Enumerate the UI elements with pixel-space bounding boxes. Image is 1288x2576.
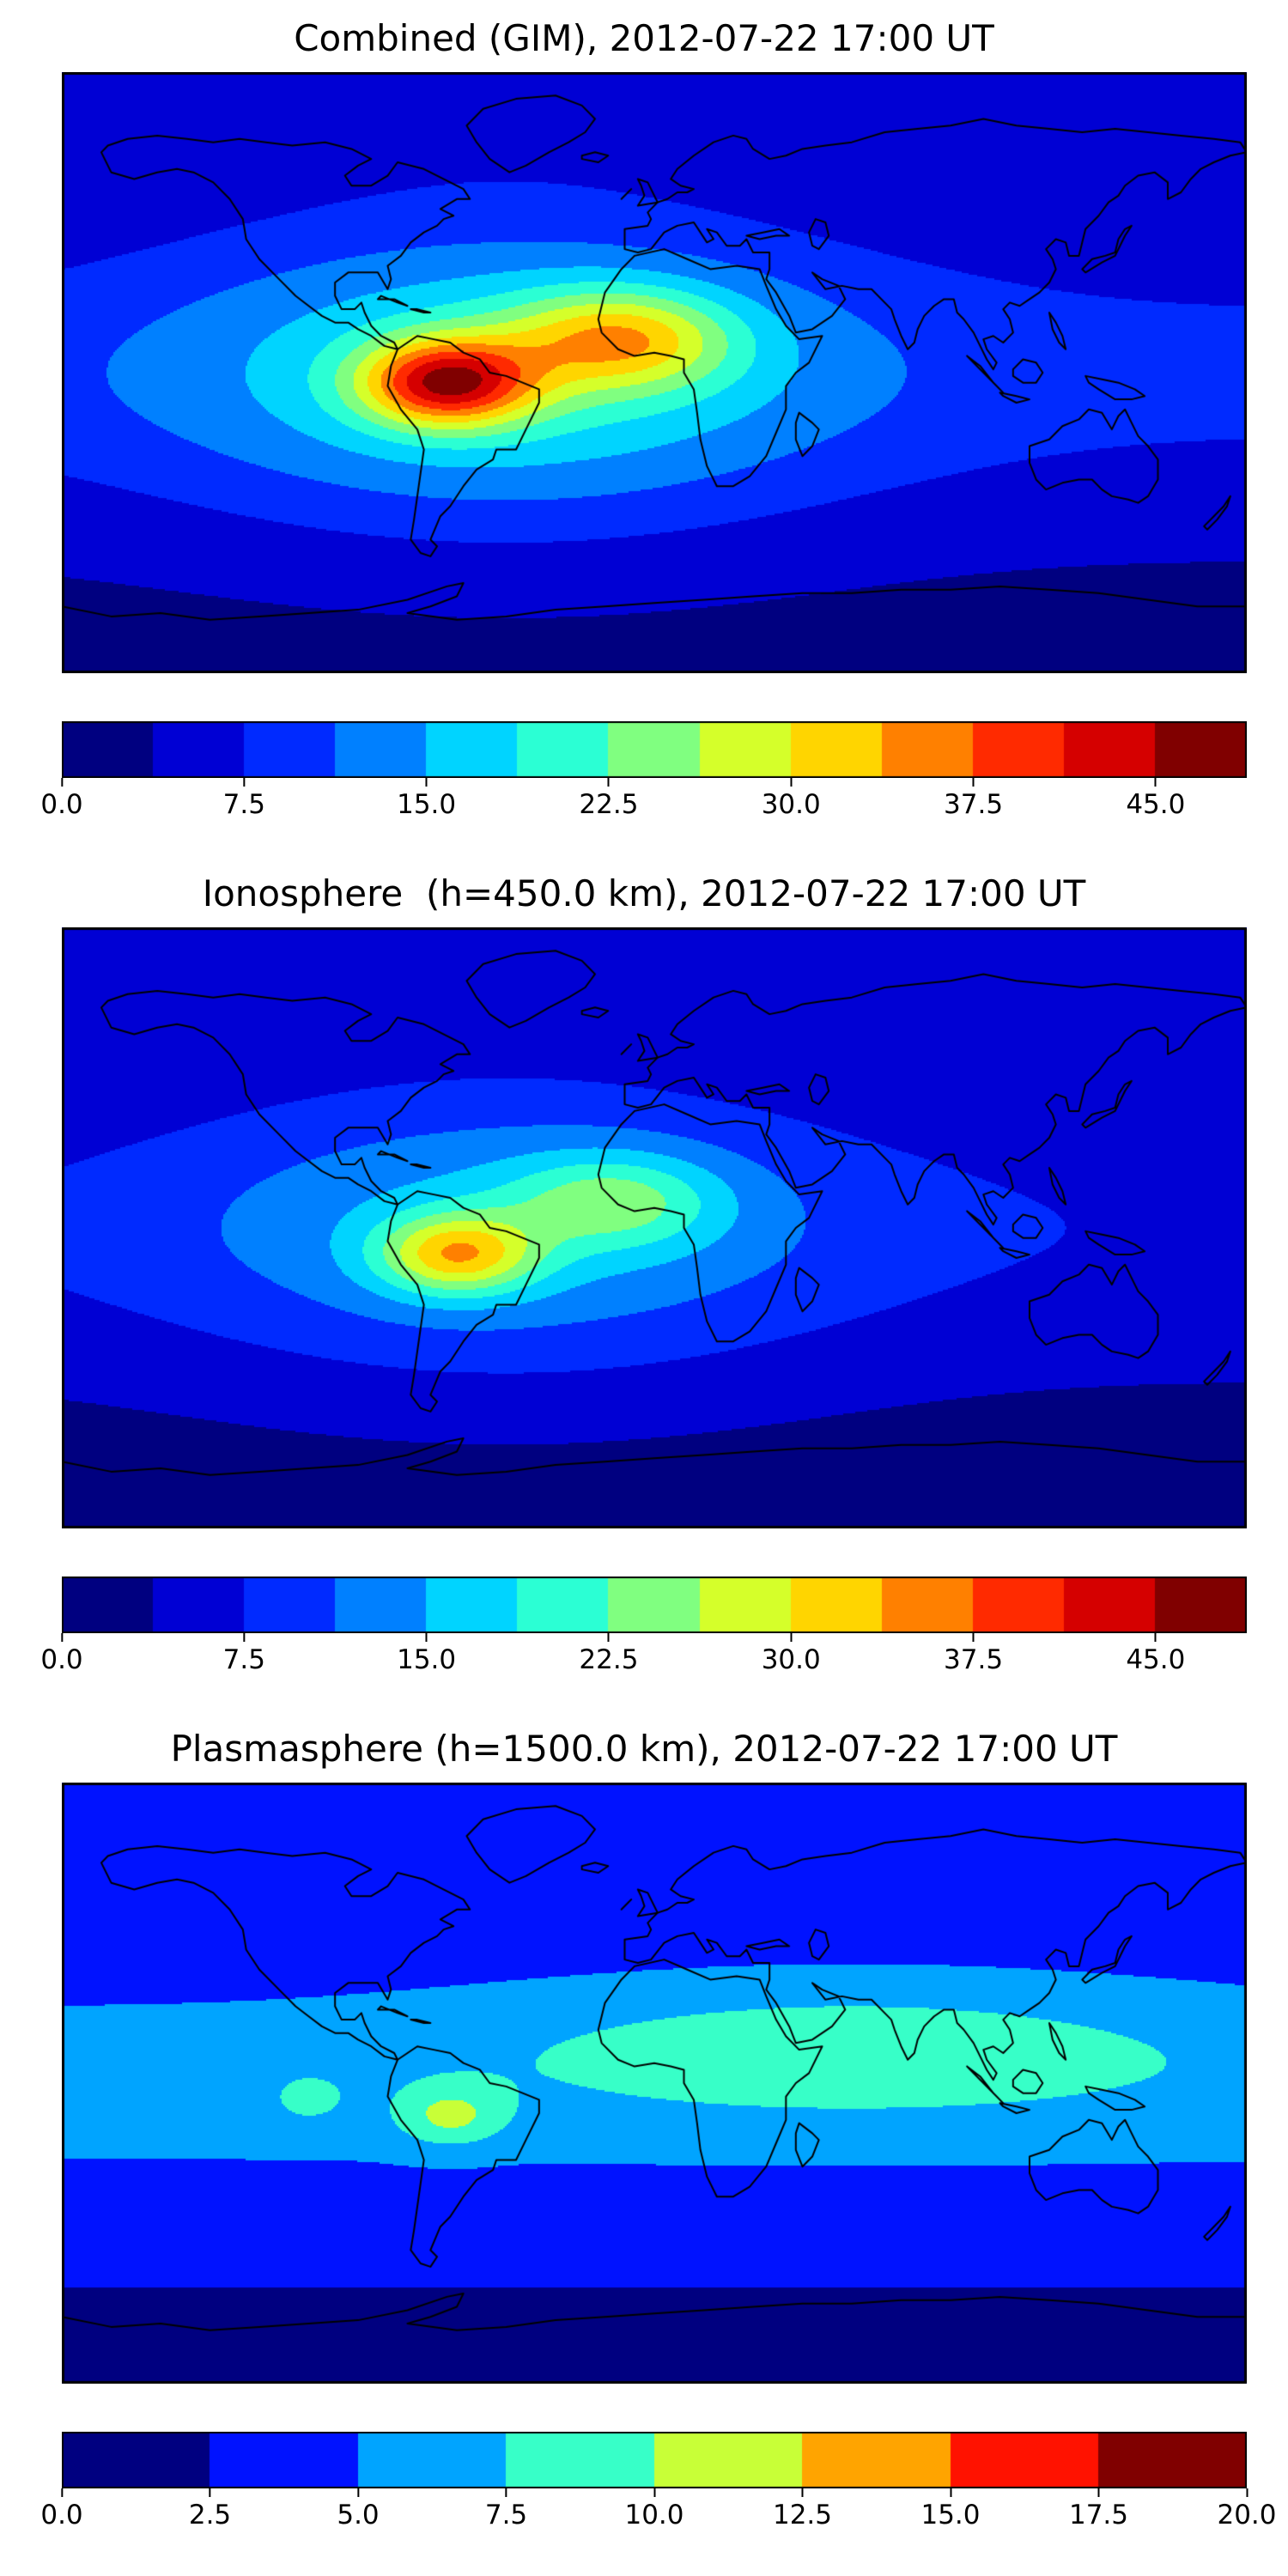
colorbar-ticks-combined: 0.0 7.5 15.0 22.5 30.0 37.5 45.0 [40,778,1247,821]
colorbar-tick-label: 2.5 [188,2500,232,2530]
colorbar-tick-mark [61,1633,63,1642]
colorbar-tick: 10.0 [624,2488,684,2530]
colorbar-combined: 0.0 7.5 15.0 22.5 30.0 37.5 45.0 [40,721,1247,821]
colorbar-tick: 0.0 [40,2488,83,2530]
colorbar-tick: 45.0 [1126,1633,1185,1674]
colorbar-tick-label: 30.0 [761,1644,821,1675]
colorbar-tick-mark [505,2488,507,2497]
colorbar-tick-label: 0.0 [40,2500,83,2530]
colorbar-tick-label: 37.5 [944,789,1004,820]
colorbar-tick: 22.5 [579,778,638,819]
colorbar-tick-mark [61,2488,63,2497]
colorbar-canvas-combined [62,721,1247,778]
colorbar-tick: 7.5 [485,2488,527,2530]
colorbar-plasmasphere: 0.0 2.5 5.0 7.5 10.0 12.5 15.0 17.5 20.0 [40,2432,1277,2531]
colorbar-tick-mark [243,778,246,787]
colorbar-tick: 0.0 [40,1633,83,1675]
colorbar-tick: 0.0 [40,778,83,820]
colorbar-tick-mark [972,778,975,787]
colorbar-tick-mark [653,2488,655,2497]
panel-title-ionosphere: Ionosphere (h=450.0 km), 2012-07-22 17:0… [202,872,1086,914]
colorbar-tick: 17.5 [1069,2488,1128,2530]
map-area-combined [62,72,1247,673]
colorbar-tick: 15.0 [920,2488,981,2530]
colorbar-tick-mark [357,2488,359,2497]
colorbar-tick-label: 45.0 [1126,789,1186,820]
colorbar-tick-label: 15.0 [397,1644,457,1675]
colorbar-tick: 15.0 [397,1633,456,1674]
colorbar-tick: 5.0 [337,2488,380,2530]
colorbar-tick-mark [1246,2488,1248,2497]
colorbar-tick-label: 15.0 [920,2500,981,2530]
colorbar-tick-label: 0.0 [40,789,83,820]
colorbar-tick-label: 17.5 [1068,2500,1129,2530]
colorbar-tick-label: 7.5 [222,789,265,820]
colorbar-tick-label: 7.5 [484,2500,528,2530]
colorbar-tick: 15.0 [397,778,456,819]
colorbar-tick: 37.5 [944,778,1003,819]
colorbar-ionosphere: 0.0 7.5 15.0 22.5 30.0 37.5 45.0 [40,1577,1247,1676]
colorbar-tick-label: 20.0 [1217,2500,1277,2530]
colorbar-tick: 30.0 [762,778,821,819]
colorbar-tick-mark [1154,778,1157,787]
colorbar-tick-label: 30.0 [761,789,821,820]
panel-combined-gim: Combined (GIM), 2012-07-22 17:00 UT 0.0 7… [0,0,1288,821]
colorbar-tick: 30.0 [762,1633,821,1674]
colorbar-tick-label: 5.0 [337,2500,380,2530]
colorbar-tick-label: 12.5 [772,2500,833,2530]
colorbar-tick: 7.5 [223,1633,265,1674]
colorbar-tick-mark [607,778,610,787]
world-map-canvas-combined [62,72,1247,673]
colorbar-tick-mark [1097,2488,1100,2497]
colorbar-ticks-ionosphere: 0.0 7.5 15.0 22.5 30.0 37.5 45.0 [40,1633,1247,1676]
colorbar-tick-label: 45.0 [1126,1644,1186,1675]
colorbar-tick-label: 7.5 [222,1644,265,1675]
colorbar-tick-mark [243,1633,246,1642]
colorbar-tick-mark [1154,1633,1157,1642]
colorbar-ticks-plasmasphere: 0.0 2.5 5.0 7.5 10.0 12.5 15.0 17.5 20.0 [40,2488,1277,2531]
colorbar-tick-mark [209,2488,211,2497]
world-map-canvas-ionosphere [62,927,1247,1528]
colorbar-tick-mark [425,1633,428,1642]
colorbar-tick-mark [607,1633,610,1642]
colorbar-tick-mark [790,778,793,787]
colorbar-tick-mark [972,1633,975,1642]
colorbar-tick-label: 22.5 [579,1644,639,1675]
colorbar-tick-mark [790,1633,793,1642]
map-area-plasmasphere [62,1783,1247,2384]
colorbar-tick: 37.5 [944,1633,1003,1674]
panel-plasmasphere: Plasmasphere (h=1500.0 km), 2012-07-22 1… [0,1710,1288,2531]
colorbar-tick-label: 10.0 [624,2500,684,2530]
colorbar-tick-mark [801,2488,804,2497]
colorbar-tick-label: 22.5 [579,789,639,820]
panel-ionosphere: Ionosphere (h=450.0 km), 2012-07-22 17:0… [0,855,1288,1676]
colorbar-tick: 12.5 [773,2488,832,2530]
world-map-canvas-plasmasphere [62,1783,1247,2384]
map-area-ionosphere [62,927,1247,1528]
colorbar-tick-mark [950,2488,951,2497]
colorbar-tick-label: 15.0 [397,789,457,820]
colorbar-tick-label: 37.5 [944,1644,1004,1675]
colorbar-canvas-ionosphere [62,1577,1247,1633]
colorbar-tick-mark [425,778,428,787]
panel-title-plasmasphere: Plasmasphere (h=1500.0 km), 2012-07-22 1… [170,1728,1118,1770]
colorbar-tick: 2.5 [189,2488,231,2530]
panel-title-combined: Combined (GIM), 2012-07-22 17:00 UT [294,17,994,59]
colorbar-tick: 45.0 [1126,778,1185,819]
colorbar-tick-mark [61,778,63,787]
colorbar-tick: 22.5 [579,1633,638,1674]
colorbar-canvas-plasmasphere [62,2432,1247,2488]
colorbar-tick: 7.5 [223,778,265,819]
colorbar-tick: 20.0 [1217,2488,1277,2530]
colorbar-tick-label: 0.0 [40,1644,83,1675]
